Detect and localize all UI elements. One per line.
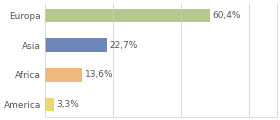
Text: 60,4%: 60,4% xyxy=(212,11,241,20)
Text: 22,7%: 22,7% xyxy=(109,41,138,50)
Bar xyxy=(45,38,107,52)
Bar xyxy=(45,9,209,22)
Bar xyxy=(45,98,54,111)
Text: 3,3%: 3,3% xyxy=(57,100,80,109)
Text: 13,6%: 13,6% xyxy=(85,70,113,79)
Bar xyxy=(45,68,82,82)
